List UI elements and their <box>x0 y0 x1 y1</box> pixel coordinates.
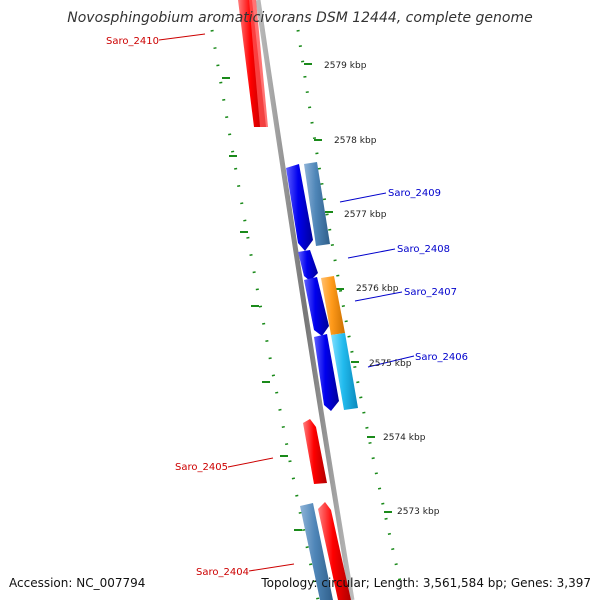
tick-label: 2575 kbp <box>369 359 412 369</box>
tick-label: 2573 kbp <box>397 507 440 517</box>
leader-saro-2406 <box>367 355 415 368</box>
leader-saro-2408 <box>347 248 396 259</box>
gene-label-saro-2408[interactable]: Saro_2408 <box>397 244 450 255</box>
cds-saro-2409 <box>304 162 330 246</box>
tick-label: 2578 kbp <box>334 136 377 146</box>
cds-saro-2406 <box>331 333 358 410</box>
gene-label-saro-2407[interactable]: Saro_2407 <box>404 287 457 298</box>
label-leader-lines <box>158 33 415 572</box>
gene-saro-2410-cds <box>249 0 268 127</box>
gene-saro-2405-forward <box>303 419 327 484</box>
gene-label-saro-2409[interactable]: Saro_2409 <box>388 188 441 199</box>
cds-saro-2404 <box>300 503 333 600</box>
cds-saro-2407 <box>321 276 345 335</box>
genome-backbone <box>255 0 355 600</box>
tick-marks <box>222 63 392 531</box>
tick-label: 2577 kbp <box>344 210 387 220</box>
leader-saro-2407 <box>354 291 403 302</box>
features <box>238 0 358 600</box>
leader-saro-2404 <box>248 563 295 572</box>
genome-summary-text: Topology: circular; Length: 3,561,584 bp… <box>260 576 591 590</box>
gene-saro-2407-reverse <box>304 277 329 336</box>
gene-saro-2408-reverse <box>298 250 318 281</box>
map-title: Novosphingobium aromaticivorans DSM 1244… <box>67 10 532 26</box>
gene-label-saro-2404[interactable]: Saro_2404 <box>196 567 249 578</box>
tick-label: 2574 kbp <box>383 433 426 443</box>
gene-saro-2404-forward <box>318 502 351 600</box>
gene-label-saro-2405[interactable]: Saro_2405 <box>175 462 228 473</box>
leader-saro-2410 <box>158 33 206 41</box>
accession-text: Accession: NC_007794 <box>9 576 145 590</box>
gene-label-saro-2406[interactable]: Saro_2406 <box>415 352 468 363</box>
leader-saro-2405 <box>227 457 274 468</box>
tick-label: 2579 kbp <box>324 61 367 71</box>
gene-label-saro-2410[interactable]: Saro_2410 <box>106 36 159 47</box>
tick-label: 2576 kbp <box>356 284 399 294</box>
leader-saro-2409 <box>339 192 387 203</box>
gene-saro-2406-reverse <box>314 334 339 411</box>
gene-saro-2409-reverse <box>286 164 313 251</box>
